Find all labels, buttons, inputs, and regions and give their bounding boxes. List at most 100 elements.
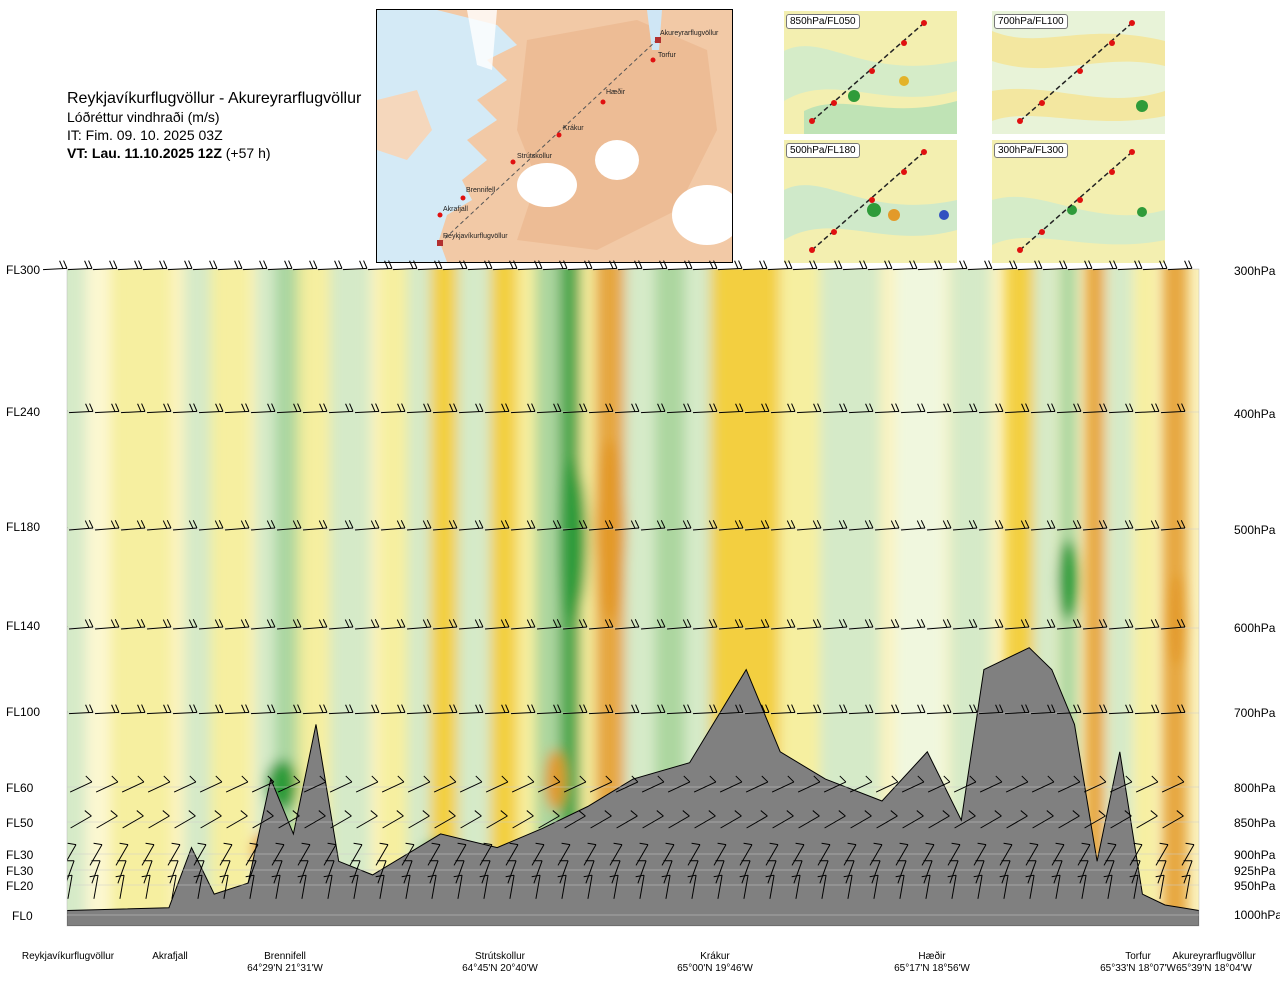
wind-barb [562, 403, 588, 414]
barb-feather [817, 874, 827, 878]
barb-feather [582, 520, 588, 529]
barb-feather [325, 860, 335, 862]
wind-barb [1134, 704, 1160, 715]
barb-feather [865, 775, 873, 783]
wind-barb [693, 619, 718, 630]
barb-feather [309, 260, 314, 269]
barb-shaft [637, 860, 647, 884]
barb-feather [338, 260, 343, 269]
barb-feather [682, 520, 688, 529]
barb-feather [422, 619, 428, 628]
barb-feather [478, 520, 484, 529]
barb-feather [169, 860, 179, 862]
barb-feather [67, 403, 68, 412]
barb-feather [110, 810, 118, 817]
barb-feather [1159, 842, 1169, 846]
wind-barb [95, 520, 120, 531]
wind-barb [867, 260, 893, 271]
barb-shaft [1027, 860, 1037, 884]
barb-feather [923, 860, 933, 862]
wind-barb [193, 842, 207, 866]
fl-label: FL140 [6, 619, 41, 633]
barb-feather [813, 403, 818, 412]
wind-barb [842, 260, 868, 271]
wind-barb [1005, 619, 1030, 630]
barb-shaft [538, 815, 560, 829]
wind-barb [999, 874, 1009, 899]
barb-shaft [793, 860, 803, 884]
barb-feather [760, 810, 768, 817]
wind-barb [635, 874, 645, 899]
wind-barb [765, 842, 779, 866]
barb-feather [88, 260, 93, 269]
barb-feather [535, 842, 545, 846]
barb-feather [552, 619, 558, 628]
barb-feather [483, 842, 493, 846]
barb-shaft [249, 875, 255, 899]
barb-feather [448, 520, 454, 529]
barb-feather [763, 260, 768, 269]
barb-feather [1059, 260, 1064, 269]
barb-shaft [433, 781, 457, 793]
barb-shaft [141, 844, 155, 866]
barb-feather [1180, 619, 1186, 628]
barb-shaft [329, 781, 353, 793]
barb-feather [349, 403, 354, 412]
barb-shaft [694, 815, 716, 829]
wind-barb [850, 810, 872, 829]
barb-feather [1021, 704, 1026, 713]
wind-barb [245, 842, 259, 866]
wind-barb [917, 260, 943, 271]
barb-feather [1155, 403, 1160, 412]
barb-feather [1073, 403, 1078, 412]
barb-shaft [1135, 781, 1159, 793]
barb-feather [452, 619, 458, 628]
wind-barb [167, 260, 193, 271]
barb-feather [663, 860, 673, 862]
location-label: Hæðir 65°17'N 18°56'W [894, 951, 970, 975]
barb-feather [448, 619, 454, 628]
wind-barb [219, 842, 233, 866]
wind-barb [67, 403, 68, 414]
barb-feather [327, 842, 337, 846]
barb-feather [270, 619, 276, 628]
wind-barb [843, 842, 857, 866]
wind-barb [467, 260, 493, 271]
barb-feather [429, 860, 439, 862]
location-label: Reykjavíkurflugvöllur [22, 951, 114, 963]
wind-barb [999, 842, 1013, 866]
map-label-strutskollur: Strútskollur [517, 153, 553, 160]
barb-feather [1073, 775, 1081, 783]
barb-feather [370, 810, 378, 817]
wind-barb [692, 704, 718, 715]
wind-barb [614, 704, 640, 715]
barb-shaft [1079, 860, 1089, 884]
map-label-akrafjall: Akrafjall [443, 206, 468, 213]
minimap-850-drawing [784, 11, 957, 134]
wind-barb [953, 520, 978, 531]
wind-barb [1136, 810, 1158, 829]
minimap-300: 300hPa/FL300 [992, 140, 1165, 263]
barb-feather [942, 520, 948, 529]
wind-barb [1058, 810, 1080, 829]
wind-barb [719, 520, 744, 531]
barb-feather [115, 874, 125, 878]
barb-feather [890, 810, 898, 817]
wind-barb [1092, 260, 1118, 271]
barb-feather [63, 260, 68, 269]
barb-feather [613, 842, 623, 846]
barb-feather [271, 704, 276, 713]
barb-feather [995, 775, 1003, 783]
barb-feather [812, 619, 818, 628]
wind-barb [953, 775, 977, 793]
wind-barb [617, 260, 643, 271]
barb-feather [661, 874, 671, 878]
barb-feather [323, 704, 328, 713]
wind-barb [1082, 403, 1108, 414]
wind-barb [531, 842, 545, 866]
barb-feather [713, 704, 718, 713]
barb-feather [999, 403, 1004, 412]
barb-feather [713, 403, 718, 412]
barb-feather [994, 619, 1000, 628]
barb-feather [1176, 619, 1182, 628]
